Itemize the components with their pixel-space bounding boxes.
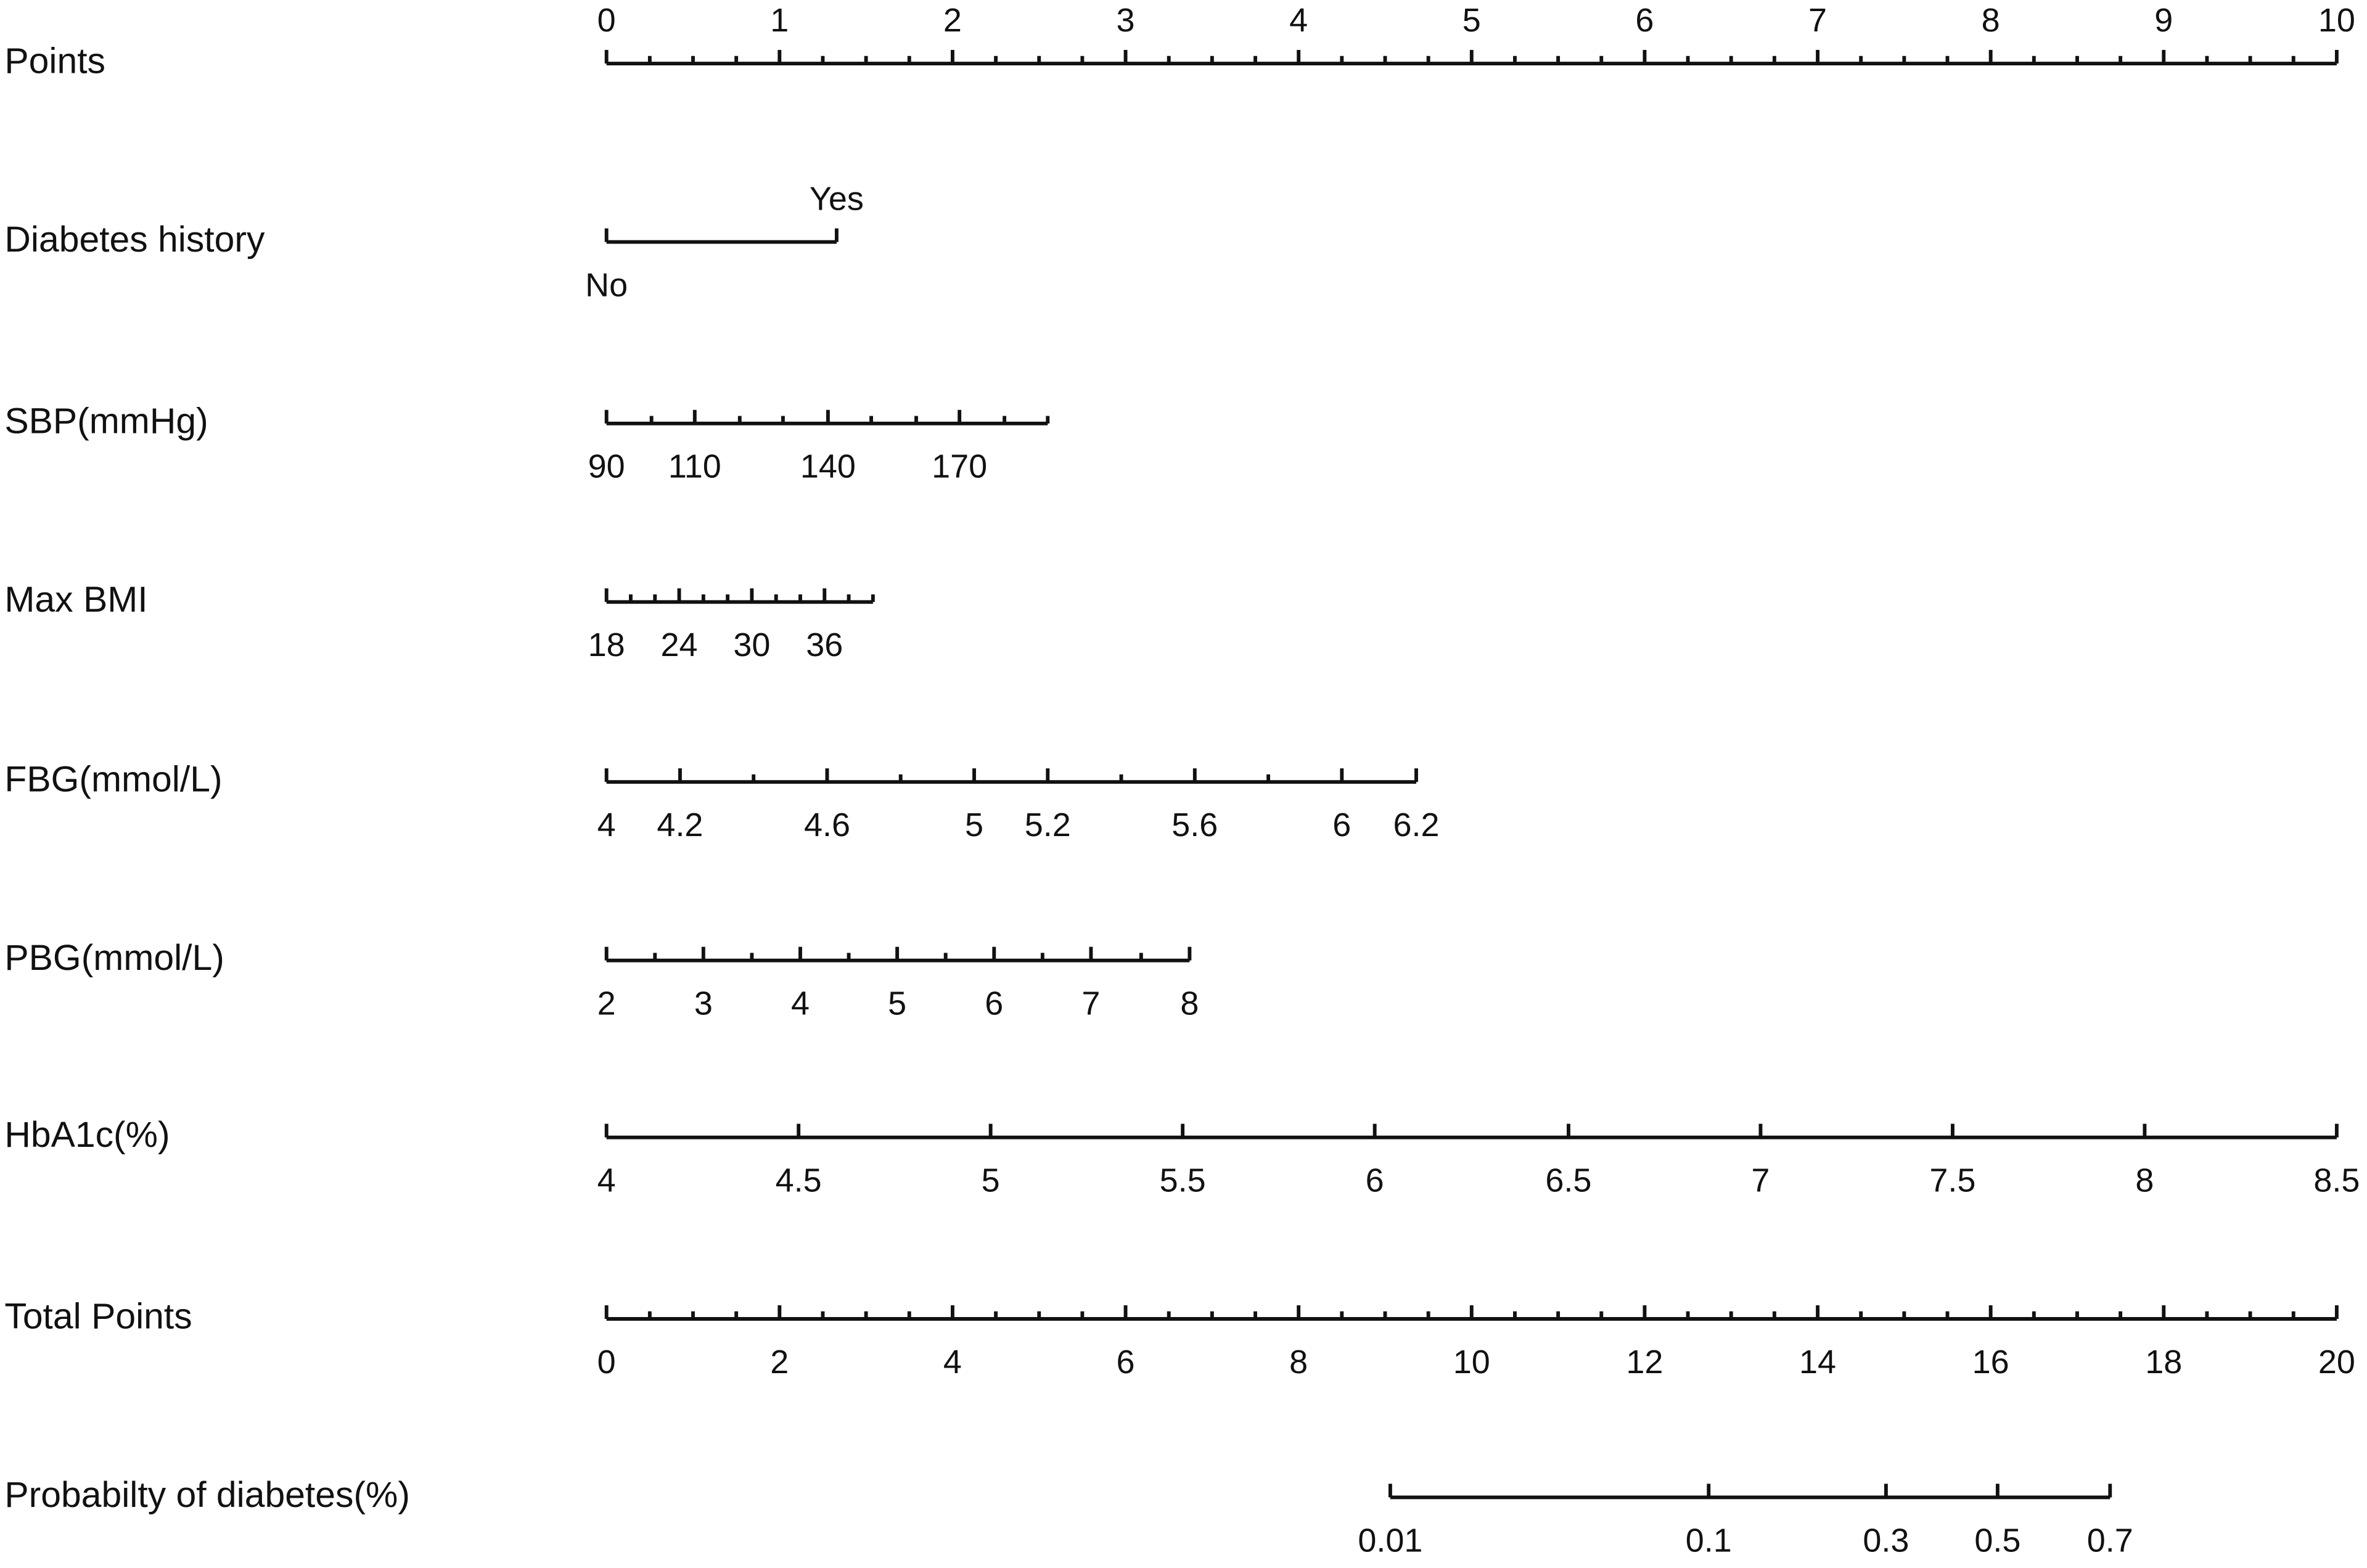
tick-label: 18 <box>588 626 625 663</box>
tick-label: 4.5 <box>776 1162 822 1199</box>
tick-label: 36 <box>806 626 843 663</box>
tick-label: 0.3 <box>1863 1522 1909 1559</box>
tick-label: 6 <box>985 985 1003 1022</box>
tick-label: 0.7 <box>2087 1522 2133 1559</box>
scale-name: Points <box>4 41 105 81</box>
tick-label: 5.2 <box>1025 807 1071 844</box>
tick-label: 5 <box>1462 2 1481 39</box>
tick-label: 1 <box>770 2 789 39</box>
tick-label: 8 <box>1289 1344 1308 1381</box>
tick-label: 8.5 <box>2313 1162 2360 1199</box>
scale-name: Probabilty of diabetes(%) <box>4 1475 410 1515</box>
tick-label: 4 <box>597 807 616 844</box>
tick-label: 4.6 <box>804 807 850 844</box>
tick-label: 4 <box>597 1162 616 1199</box>
tick-label: 8 <box>2135 1162 2154 1199</box>
tick-label: 24 <box>661 626 698 663</box>
tick-label: 5.6 <box>1171 807 1218 844</box>
tick-label: 18 <box>2145 1344 2182 1381</box>
tick-label: 5 <box>888 985 906 1022</box>
tick-label: 12 <box>1626 1344 1663 1381</box>
tick-label: 2 <box>770 1344 789 1381</box>
tick-label: 0 <box>597 2 616 39</box>
tick-label: 7 <box>1808 2 1827 39</box>
tick-label: 170 <box>932 448 987 485</box>
tick-label: 140 <box>800 448 856 485</box>
tick-label: 16 <box>1972 1344 2009 1381</box>
scale-name: Max BMI <box>4 580 147 620</box>
scale-name: Diabetes history <box>4 220 265 260</box>
tick-label: 6 <box>1332 807 1351 844</box>
tick-label: 6 <box>1635 2 1654 39</box>
tick-label: 5.5 <box>1160 1162 1206 1199</box>
tick-label: 5 <box>982 1162 1000 1199</box>
tick-label: 4 <box>943 1344 962 1381</box>
tick-label: 2 <box>597 985 616 1022</box>
tick-label: 4 <box>1289 2 1308 39</box>
tick-label: 8 <box>1982 2 2000 39</box>
tick-label: 6.5 <box>1545 1162 1591 1199</box>
tick-label: 8 <box>1180 985 1199 1022</box>
tick-label: 6 <box>1117 1344 1135 1381</box>
scale-name: Total Points <box>4 1297 192 1337</box>
tick-label: 4.2 <box>657 807 703 844</box>
tick-label: 0.5 <box>1974 1522 2020 1559</box>
tick-label: 30 <box>733 626 770 663</box>
tick-label: 0 <box>597 1344 616 1381</box>
tick-label: 7 <box>1751 1162 1770 1199</box>
tick-label: 4 <box>791 985 810 1022</box>
scale-name: HbA1c(%) <box>4 1115 170 1155</box>
tick-label: 3 <box>1117 2 1135 39</box>
tick-label: 0.01 <box>1358 1522 1422 1559</box>
tick-label: 110 <box>668 448 721 485</box>
tick-label: 2 <box>943 2 962 39</box>
scale-name: PBG(mmol/L) <box>4 938 224 978</box>
tick-label: 6 <box>1366 1162 1384 1199</box>
tick-label: 14 <box>1799 1344 1836 1381</box>
tick-label: 3 <box>694 985 713 1022</box>
tick-label: 7.5 <box>1929 1162 1975 1199</box>
tick-label: 10 <box>1453 1344 1490 1381</box>
tick-label: 90 <box>588 448 625 485</box>
tick-label: Yes <box>810 180 864 217</box>
tick-label: 10 <box>2318 2 2355 39</box>
tick-label: 6.2 <box>1393 807 1439 844</box>
scale-name: FBG(mmol/L) <box>4 760 222 800</box>
tick-label: 5 <box>965 807 983 844</box>
tick-label: 7 <box>1081 985 1100 1022</box>
scale-name: SBP(mmHg) <box>4 401 208 441</box>
tick-label: 9 <box>2154 2 2173 39</box>
tick-label: 0.1 <box>1686 1522 1732 1559</box>
tick-label: 20 <box>2318 1344 2355 1381</box>
tick-label: No <box>585 266 628 303</box>
